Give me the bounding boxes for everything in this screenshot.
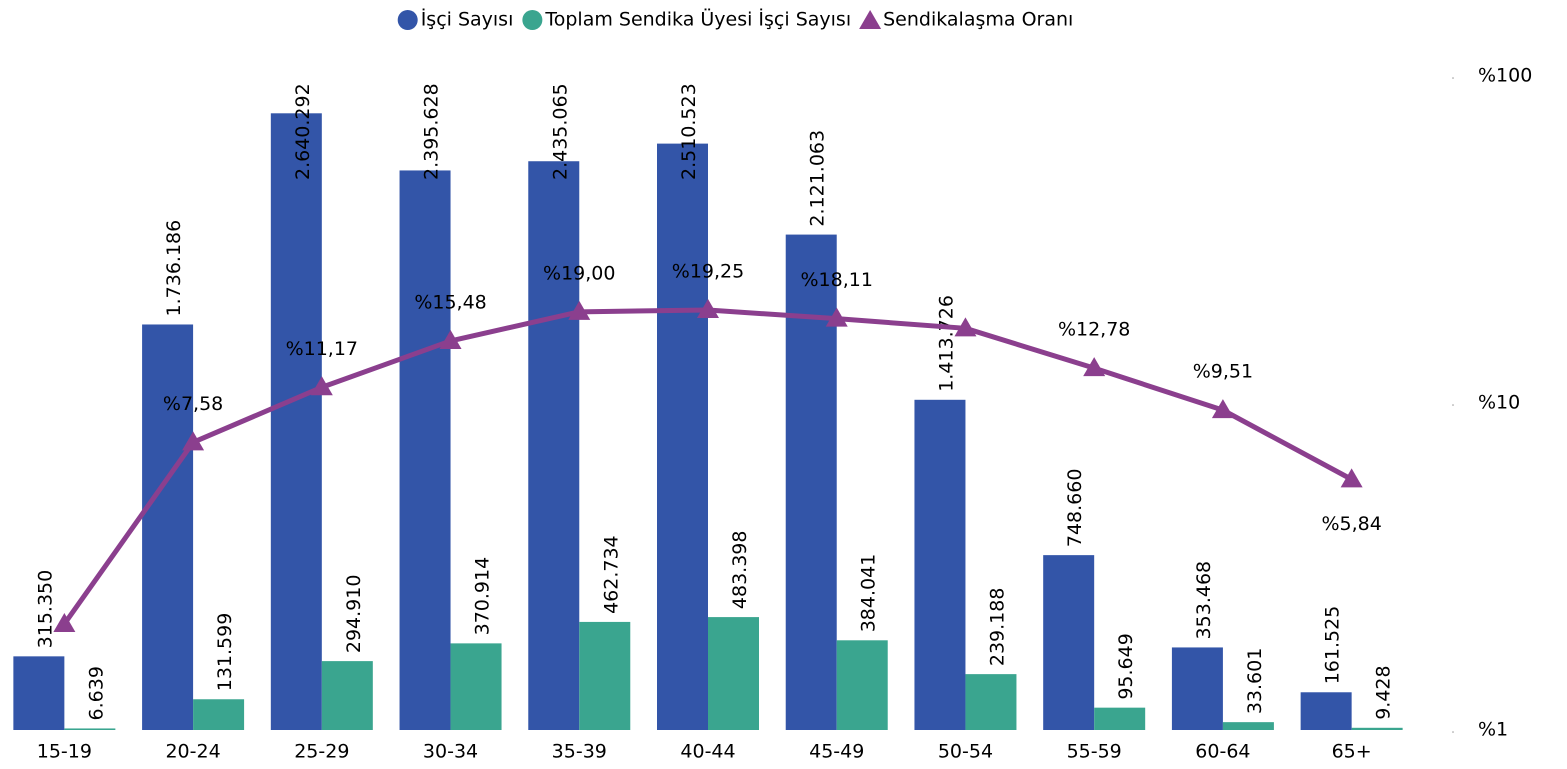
legend-item: Sendikalaşma Oranı [859, 9, 1073, 31]
x-tick-label: 45-49 [809, 741, 864, 763]
bar [1351, 727, 1403, 730]
x-tick-label: 65+ [1332, 741, 1372, 763]
bar [450, 643, 502, 730]
data-label: %18,11 [801, 269, 873, 291]
legend-marker [397, 10, 418, 30]
data-label: 2.395.628 [421, 83, 443, 180]
data-label: %12,78 [1058, 319, 1130, 341]
bar [914, 399, 966, 730]
data-label: 9.428 [1373, 665, 1395, 719]
bar [64, 728, 116, 730]
x-tick-label: 25-29 [294, 741, 349, 763]
legend-item: Toplam Sendika Üyesi İşçi Sayısı [522, 8, 851, 31]
line-marker [1211, 399, 1234, 419]
x-tick-label: 15-19 [37, 741, 92, 763]
bar [785, 234, 837, 730]
line-marker [954, 317, 977, 337]
y2-tick-mark [1452, 404, 1454, 406]
data-label: %19,25 [672, 260, 744, 282]
line-marker [1083, 357, 1106, 377]
legend-marker [522, 10, 543, 30]
data-label: %5,84 [1321, 513, 1381, 535]
x-tick-label: 50-54 [938, 741, 993, 763]
bar [13, 656, 65, 730]
legend-marker [859, 10, 882, 29]
line-marker [53, 612, 76, 632]
line-marker [439, 329, 462, 349]
x-tick-label: 40-44 [680, 741, 735, 763]
line-marker [568, 300, 591, 320]
data-label: 161.525 [1322, 606, 1344, 685]
y2-tick-label: %10 [1478, 392, 1520, 414]
data-label: 239.188 [986, 588, 1008, 667]
x-tick-label: 55-59 [1067, 741, 1122, 763]
y2-tick-mark [1452, 731, 1454, 733]
data-label: 2.121.063 [807, 130, 829, 227]
data-label: %15,48 [414, 291, 486, 313]
data-label: 131.599 [214, 613, 236, 692]
data-label: 294.910 [343, 575, 365, 654]
data-label: 748.660 [1064, 469, 1086, 548]
data-label: 315.350 [34, 570, 56, 649]
data-label: 33.601 [1244, 648, 1266, 714]
x-tick-label: 30-34 [423, 741, 478, 763]
data-label: 2.640.292 [292, 83, 314, 180]
data-label: 95.649 [1115, 633, 1137, 699]
y2-tick-mark [1452, 77, 1454, 79]
data-label: 1.413.726 [935, 295, 957, 392]
data-label: %11,17 [286, 338, 358, 360]
bar [836, 640, 888, 730]
bar [965, 674, 1017, 730]
x-tick-label: 20-24 [165, 741, 220, 763]
data-label: 483.398 [729, 531, 751, 610]
line-marker [825, 307, 848, 327]
x-tick-label: 60-64 [1195, 741, 1250, 763]
bar [142, 324, 194, 730]
bar [1094, 707, 1146, 730]
data-label: 1.736.186 [163, 220, 185, 317]
bar [321, 661, 373, 730]
legend-item: İşçi Sayısı [397, 8, 514, 31]
y2-tick-label: %100 [1478, 65, 1532, 87]
data-label: 6.639 [85, 666, 107, 720]
data-label: 370.914 [472, 557, 494, 636]
line-marker [697, 298, 719, 318]
data-label: 384.041 [858, 554, 880, 633]
bar [1043, 555, 1095, 730]
bar [657, 143, 708, 731]
y2-tick-label: %1 [1478, 719, 1508, 741]
bar [1300, 692, 1352, 730]
legend-label: Sendikalaşma Oranı [883, 9, 1073, 31]
data-label: 2.435.065 [549, 83, 571, 180]
x-tick-label: 35-39 [552, 741, 607, 763]
data-label: %9,51 [1193, 361, 1253, 383]
data-label: 462.734 [600, 535, 622, 614]
bar [1171, 647, 1223, 730]
bar [399, 170, 451, 730]
data-label: %19,00 [543, 262, 615, 284]
data-label: 2.510.523 [678, 83, 700, 180]
bar [708, 617, 759, 730]
bar [193, 699, 245, 730]
bar [579, 621, 631, 730]
legend-label: Toplam Sendika Üyesi İşçi Sayısı [544, 8, 851, 31]
bar [528, 161, 580, 730]
data-label: %7,58 [163, 393, 223, 415]
bar [1222, 722, 1274, 730]
data-label: 353.468 [1193, 561, 1215, 640]
bar [270, 113, 322, 730]
line-marker [1340, 468, 1363, 488]
line-marker [182, 431, 205, 451]
legend-label: İşçi Sayısı [421, 8, 514, 31]
line-marker [310, 376, 333, 396]
